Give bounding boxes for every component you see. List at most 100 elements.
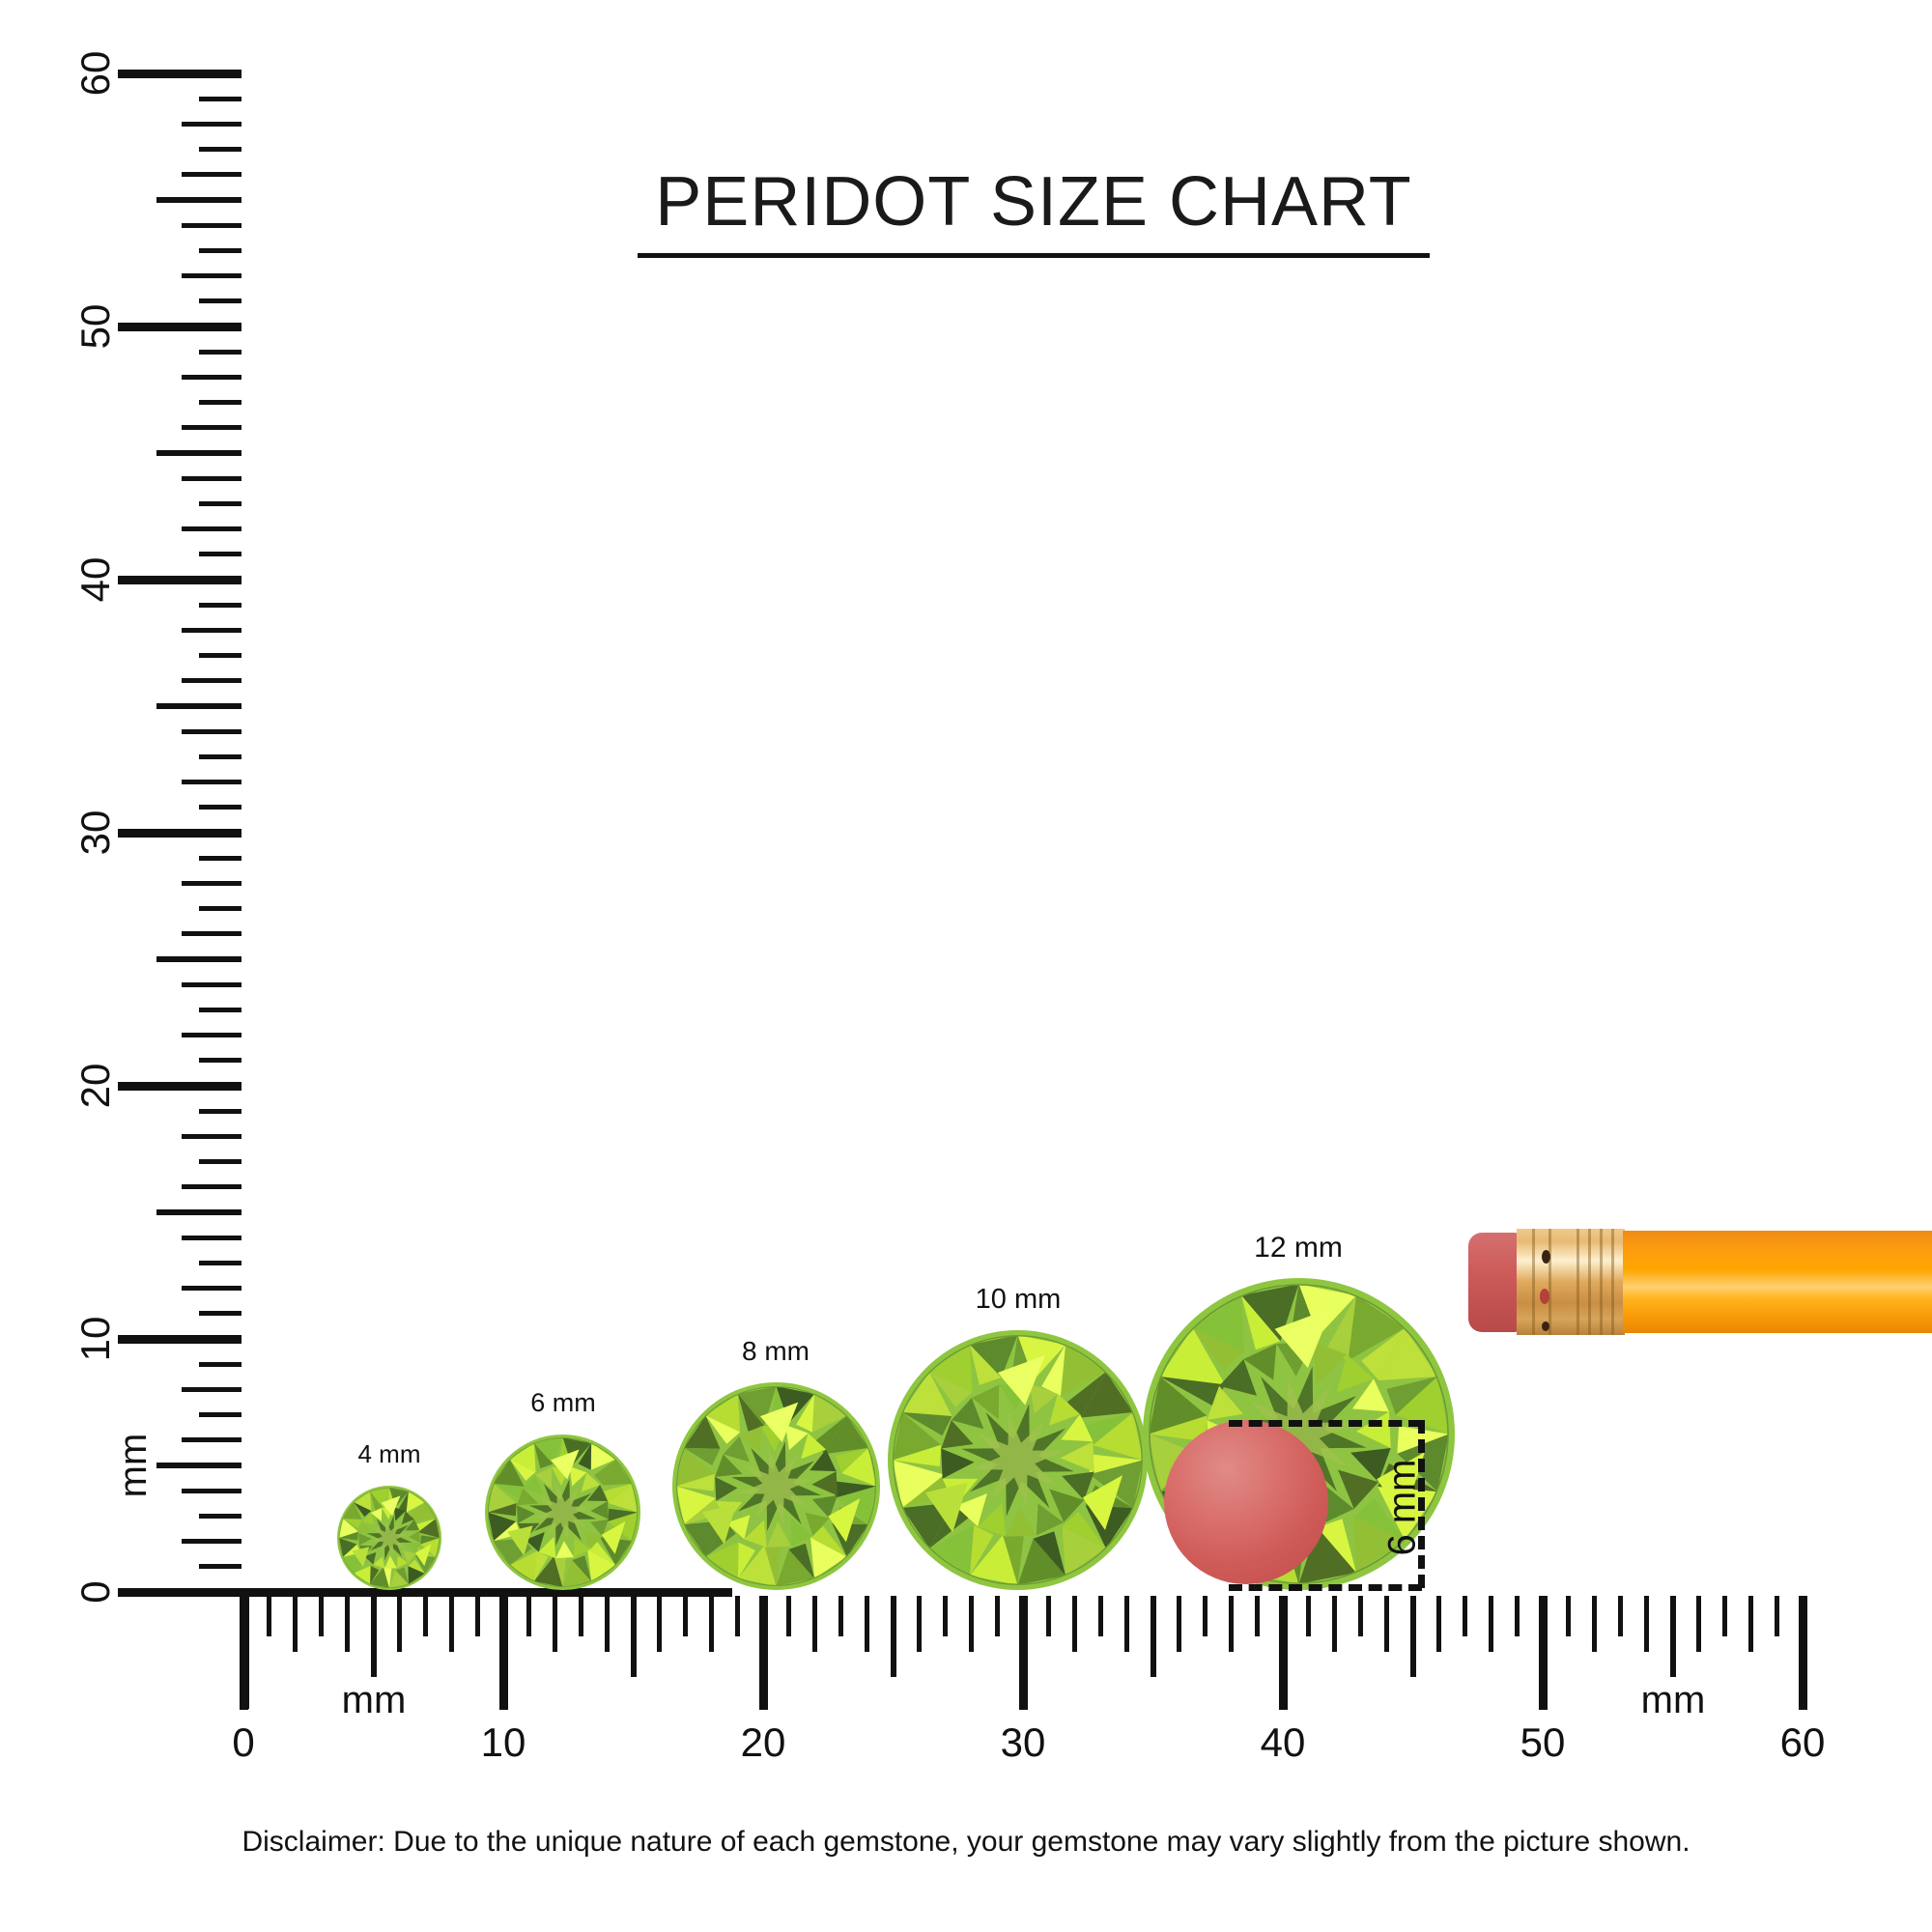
horizontal-ruler-tick (759, 1596, 768, 1710)
vertical-ruler-tick (199, 1514, 242, 1519)
horizontal-ruler-tick (1696, 1596, 1701, 1652)
eraser-reference-disc (1164, 1420, 1328, 1584)
horizontal-ruler-tick (1124, 1596, 1129, 1652)
gem-10mm (888, 1330, 1148, 1590)
horizontal-ruler-tick (449, 1596, 454, 1652)
vertical-ruler-tick (199, 1412, 242, 1417)
horizontal-ruler-tick (943, 1596, 948, 1636)
vertical-ruler-tick (156, 450, 242, 456)
vertical-ruler-tick (182, 678, 242, 683)
horizontal-ruler-tick (917, 1596, 922, 1652)
gem-label: 10 mm (975, 1284, 1062, 1315)
vertical-ruler-tick (118, 829, 242, 838)
horizontal-ruler-tick (1670, 1596, 1676, 1677)
vertical-ruler-tick (199, 653, 242, 658)
horizontal-ruler-tick (1618, 1596, 1623, 1636)
vertical-ruler-tick (156, 1209, 242, 1215)
gem-4mm (337, 1486, 441, 1590)
vertical-ruler-tick (118, 1082, 242, 1091)
eraser-dimension-label: 6 mm (1380, 1459, 1424, 1556)
horizontal-ruler-tick (526, 1596, 531, 1636)
horizontal-ruler-tick (969, 1596, 974, 1652)
pencil-body (1623, 1231, 1932, 1333)
vertical-ruler-tick (182, 1286, 242, 1291)
horizontal-ruler-tick (1410, 1596, 1416, 1677)
pencil-eraser-tip (1468, 1233, 1519, 1332)
vertical-ruler-tick (182, 931, 242, 936)
vertical-ruler-tick (199, 97, 242, 101)
vertical-ruler-tick (199, 501, 242, 506)
vertical-ruler-tick (182, 1387, 242, 1392)
vertical-ruler-tick (156, 1463, 242, 1468)
vertical-ruler-tick (182, 223, 242, 228)
horizontal-ruler-tick (1019, 1596, 1028, 1710)
dimension-line-top (1229, 1420, 1422, 1427)
horizontal-ruler-tick (293, 1596, 298, 1652)
horizontal-ruler-label: 40 (1260, 1719, 1306, 1765)
vertical-ruler-tick (118, 323, 242, 331)
vertical-ruler-tick (182, 1184, 242, 1189)
horizontal-ruler: 0 10 20 30 40 50 60 mm mm (232, 1596, 1825, 1765)
horizontal-ruler-tick (1539, 1596, 1548, 1710)
horizontal-ruler-tick (1306, 1596, 1311, 1636)
vertical-ruler-tick (199, 1058, 242, 1063)
vertical-ruler-tick (199, 1159, 242, 1164)
horizontal-ruler-tick (1748, 1596, 1753, 1652)
title-underline (638, 253, 1430, 258)
horizontal-ruler-tick (1489, 1596, 1493, 1652)
vertical-ruler-tick (199, 754, 242, 759)
page-title: PERIDOT SIZE CHART (655, 163, 1412, 241)
vertical-ruler-tick (199, 1311, 242, 1316)
horizontal-ruler-tick (345, 1596, 350, 1652)
vertical-ruler-tick (182, 780, 242, 784)
horizontal-ruler-tick (499, 1596, 508, 1710)
gem-label: 4 mm (357, 1439, 421, 1468)
gem-8mm (672, 1382, 880, 1590)
horizontal-ruler-tick (891, 1596, 896, 1677)
horizontal-ruler-tick (683, 1596, 688, 1636)
dimension-line-bottom (1229, 1584, 1422, 1591)
vertical-ruler-tick (199, 552, 242, 556)
horizontal-ruler-tick (579, 1596, 583, 1636)
vertical-ruler-tick (199, 350, 242, 355)
vertical-ruler-tick (199, 603, 242, 608)
vertical-ruler-tick (199, 1008, 242, 1012)
axis-origin-vertical-bar (241, 1588, 249, 1709)
vertical-ruler-tick (182, 526, 242, 531)
vertical-ruler-tick (182, 1236, 242, 1240)
vertical-ruler-tick (199, 906, 242, 911)
horizontal-ruler-tick (1592, 1596, 1597, 1652)
vertical-ruler-tick (118, 1588, 242, 1597)
vertical-ruler-tick (182, 1033, 242, 1037)
vertical-ruler-tick (199, 1564, 242, 1569)
vertical-ruler-tick (182, 172, 242, 177)
horizontal-ruler-label: 20 (740, 1719, 786, 1765)
horizontal-ruler-tick (1229, 1596, 1234, 1652)
horizontal-ruler-tick (1644, 1596, 1649, 1652)
horizontal-ruler-tick (1279, 1596, 1288, 1710)
vertical-ruler-tick (118, 576, 242, 584)
vertical-ruler-tick (182, 729, 242, 734)
horizontal-ruler-tick (1203, 1596, 1208, 1636)
horizontal-ruler-tick (1072, 1596, 1077, 1652)
horizontal-ruler-label: 30 (1000, 1719, 1046, 1765)
horizontal-ruler-label: 60 (1779, 1719, 1826, 1765)
vertical-ruler-tick (118, 70, 242, 78)
horizontal-ruler-label: 0 (232, 1719, 255, 1765)
vertical-ruler-tick (182, 881, 242, 886)
vertical-ruler-tick (199, 856, 242, 861)
horizontal-ruler-tick (1332, 1596, 1337, 1652)
horizontal-ruler-tick (1151, 1596, 1156, 1677)
horizontal-ruler-label: 50 (1520, 1719, 1566, 1765)
vertical-ruler-tick (182, 1539, 242, 1544)
horizontal-ruler-tick (319, 1596, 324, 1636)
vertical-ruler-tick (182, 1134, 242, 1139)
horizontal-ruler-tick (1799, 1596, 1807, 1710)
vertical-ruler-tick (182, 375, 242, 380)
gem-label: 6 mm (530, 1388, 596, 1417)
horizontal-ruler-tick (786, 1596, 791, 1636)
vertical-ruler-tick (199, 1362, 242, 1367)
horizontal-ruler-tick (1098, 1596, 1103, 1636)
vertical-ruler-tick (199, 805, 242, 810)
vertical-ruler-tick (156, 703, 242, 709)
